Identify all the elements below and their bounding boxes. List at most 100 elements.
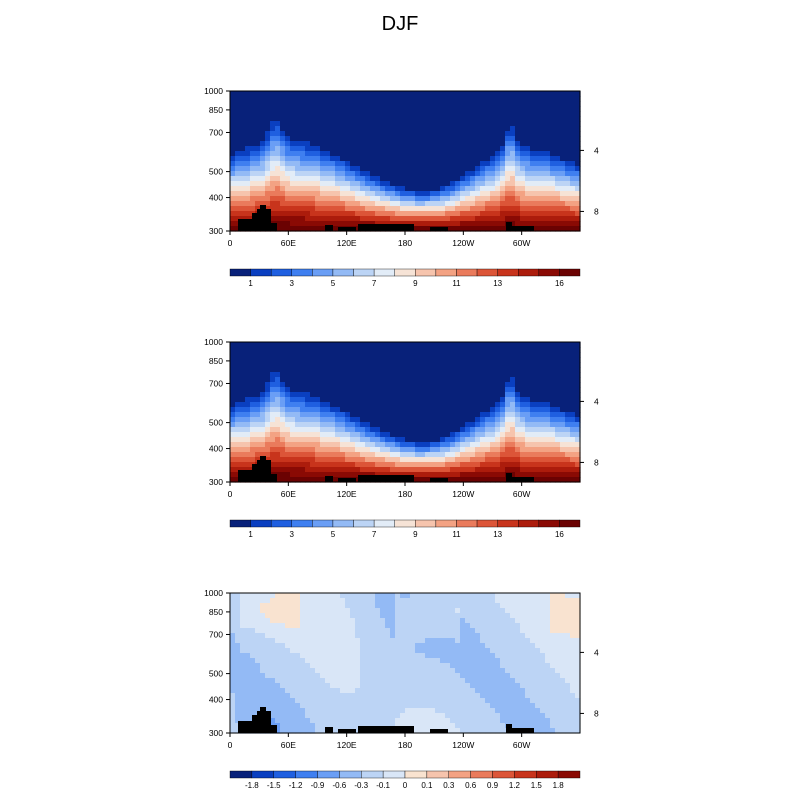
contour-cell [360,352,366,358]
contour-cell [370,668,376,674]
contour-cell [425,206,431,212]
contour-cell [370,221,376,227]
contour-cell [275,362,281,368]
contour-cell [255,121,261,127]
contour-cell [235,422,241,428]
contour-cell [315,728,321,734]
contour-cell [360,211,366,217]
contour-cell [280,347,286,353]
contour-cell [450,156,456,162]
contour-cell [545,397,551,403]
contour-cell [560,186,566,192]
contour-cell [280,201,286,207]
contour-cell [270,397,276,403]
contour-cell [395,121,401,127]
contour-cell [510,106,516,112]
contour-cell [230,698,236,704]
contour-cell [285,713,291,719]
contour-cell [330,342,336,348]
contour-cell [445,417,451,423]
contour-cell [235,462,241,468]
contour-cell [390,121,396,127]
contour-cell [290,467,296,473]
contour-cell [380,452,386,458]
contour-cell [470,442,476,448]
contour-cell [510,116,516,122]
contour-cell [565,116,571,122]
contour-cell [365,357,371,363]
contour-cell [405,447,411,453]
contour-cell [535,111,541,117]
contour-cell [260,181,266,187]
contour-cell [480,156,486,162]
contour-cell [355,658,361,664]
contour-cell [330,598,336,604]
contour-cell [240,342,246,348]
contour-cell [290,357,296,363]
contour-cell [370,422,376,428]
contour-cell [265,146,271,152]
contour-cell [275,387,281,393]
contour-cell [230,618,236,624]
contour-cell [285,693,291,699]
contour-cell [370,457,376,463]
contour-cell [335,683,341,689]
contour-cell [330,442,336,448]
contour-cell [525,447,531,453]
contour-cell [470,191,476,197]
contour-cell [470,352,476,358]
contour-cell [370,407,376,413]
contour-cell [465,367,471,373]
contour-cell [350,372,356,378]
contour-cell [355,372,361,378]
contour-cell [555,126,561,132]
contour-cell [355,216,361,222]
contour-cell [535,352,541,358]
contour-cell [350,206,356,212]
contour-cell [525,437,531,443]
contour-cell [265,447,271,453]
contour-cell [275,462,281,468]
contour-cell [250,412,256,418]
contour-cell [515,352,521,358]
contour-cell [575,382,581,388]
contour-cell [520,362,526,368]
contour-cell [460,417,466,423]
contour-cell [410,141,416,147]
contour-cell [275,713,281,719]
contour-cell [570,101,576,107]
contour-cell [285,151,291,157]
contour-cell [480,397,486,403]
contour-cell [255,91,261,97]
contour-cell [410,211,416,217]
contour-cell [255,101,261,107]
contour-cell [380,618,386,624]
contour-cell [260,186,266,192]
contour-cell [350,422,356,428]
contour-cell [505,136,511,142]
contour-cell [310,728,316,734]
contour-cell [310,151,316,157]
contour-cell [340,146,346,152]
contour-cell [560,171,566,177]
contour-cell [355,417,361,423]
contour-cell [490,191,496,197]
contour-cell [285,683,291,689]
contour-cell [250,121,256,127]
contour-cell [305,342,311,348]
contour-cell [245,96,251,102]
contour-cell [565,347,571,353]
contour-cell [300,417,306,423]
contour-cell [515,342,521,348]
contour-cell [510,447,516,453]
contour-cell [560,382,566,388]
contour-cell [435,206,441,212]
contour-cell [535,427,541,433]
contour-cell [320,111,326,117]
contour-cell [440,447,446,453]
contour-cell [375,663,381,669]
contour-cell [305,618,311,624]
contour-cell [245,186,251,192]
contour-cell [390,713,396,719]
contour-cell [245,407,251,413]
